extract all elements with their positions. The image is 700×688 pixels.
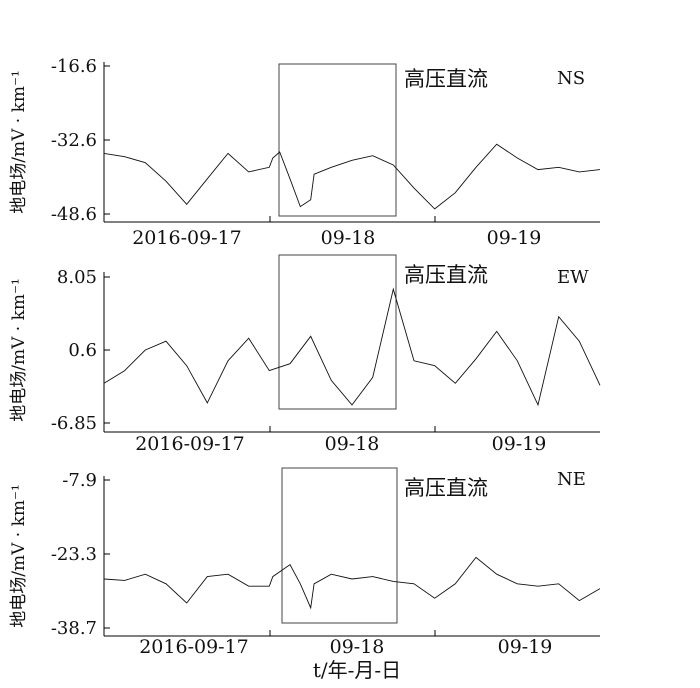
panel-ne: -7.9 -23.3 -38.7 2016-09-17 09-18 09-19 … [9, 467, 601, 658]
x-tick-label: 09-19 [487, 227, 542, 249]
hvdc-box [281, 467, 398, 624]
y-tick-label: -23.3 [51, 544, 97, 565]
y-tick-label: 0.6 [68, 340, 97, 361]
panel-ew: 8.05 0.6 -6.85 2016-09-17 09-18 09-19 地电… [9, 254, 601, 455]
component-label: NE [557, 469, 586, 490]
annotation-hvdc: 高压直流 [404, 476, 488, 500]
x-tick-label: 09-18 [325, 433, 380, 455]
x-axis-title: t/年-月-日 [313, 658, 401, 682]
annotation-hvdc: 高压直流 [404, 263, 488, 287]
panel-ns: -16.6 -32.6 -48.6 2016-09-17 09-18 09-19… [9, 56, 601, 249]
series-line-ns [104, 143, 601, 210]
y-axis-label: 地电场/mV · km⁻¹ [9, 484, 29, 628]
series-line-ne [104, 556, 601, 610]
x-tick-label: 2016-09-17 [139, 636, 249, 658]
x-tick-label: 09-18 [321, 227, 376, 249]
y-axis-label: 地电场/mV · km⁻¹ [9, 278, 29, 422]
x-tick-label: 09-18 [330, 636, 385, 658]
series-line-ew [104, 287, 601, 407]
y-axis-label: 地电场/mV · km⁻¹ [9, 70, 29, 214]
y-tick-label: -32.6 [51, 130, 97, 151]
y-tick-label: -16.6 [51, 56, 97, 77]
y-tick-label: 8.05 [57, 267, 97, 288]
x-tick-label: 09-19 [498, 636, 553, 658]
y-tick-label: -48.6 [51, 204, 97, 225]
hvdc-box [278, 254, 397, 410]
x-tick-label: 2016-09-17 [132, 227, 242, 249]
x-tick-label: 09-19 [492, 433, 547, 455]
y-tick-label: -6.85 [51, 413, 97, 434]
x-tick-label: 2016-09-17 [135, 433, 245, 455]
y-tick-label: -38.7 [51, 618, 97, 639]
component-label: EW [557, 267, 589, 288]
component-label: NS [557, 68, 585, 89]
y-tick-label: -7.9 [62, 470, 97, 491]
hvdc-box [278, 63, 397, 217]
annotation-hvdc: 高压直流 [404, 67, 488, 91]
